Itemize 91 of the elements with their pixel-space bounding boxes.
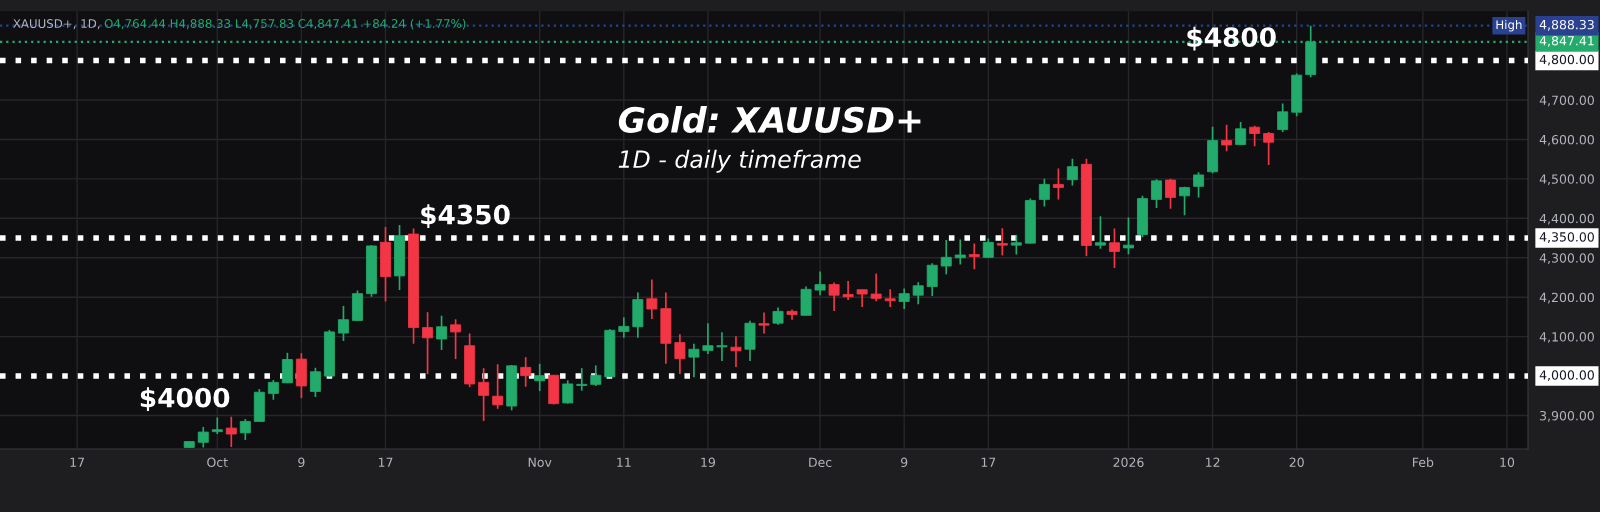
x-tick-label: 2026 xyxy=(1113,457,1144,468)
candlestick xyxy=(716,331,728,362)
candlestick xyxy=(1277,102,1289,133)
candlestick xyxy=(982,237,994,259)
x-tick-label: 19 xyxy=(701,457,715,468)
candlestick xyxy=(478,367,490,422)
candlestick xyxy=(576,367,588,392)
candlestick xyxy=(534,363,546,392)
candlestick xyxy=(225,415,237,448)
y-tick-label: 4,100.00 xyxy=(1539,332,1594,343)
candlestick xyxy=(492,363,504,410)
candlestick xyxy=(1123,216,1134,256)
candlestick xyxy=(1108,227,1120,269)
candlestick xyxy=(884,288,896,308)
x-tick-label: 10 xyxy=(1500,457,1515,468)
candlestick xyxy=(730,335,742,368)
candlestick xyxy=(1179,185,1191,216)
candlestick xyxy=(590,364,602,387)
candlestick xyxy=(1010,234,1022,256)
candlestick xyxy=(1263,131,1275,166)
candlestick xyxy=(1235,121,1247,146)
candlestick xyxy=(828,281,840,312)
x-tick-label: Dec xyxy=(809,457,832,468)
candlestick xyxy=(281,351,293,384)
candlestick xyxy=(267,379,279,401)
x-tick-label: Oct xyxy=(207,457,228,468)
candlestick xyxy=(562,379,574,405)
candlestick xyxy=(520,356,532,388)
candlestick xyxy=(211,416,223,435)
candlestick xyxy=(646,278,658,320)
candlestick xyxy=(1038,178,1050,208)
y-tick-label: 4,200.00 xyxy=(1539,292,1594,304)
y-tick-label: 3,900.00 xyxy=(1540,410,1594,422)
ref-line-label: High xyxy=(1496,20,1522,32)
candlestick xyxy=(1052,167,1064,201)
x-tick-label: 20 xyxy=(1289,457,1304,468)
x-tick-label: 12 xyxy=(1206,457,1220,467)
text: Gold: XAUUSD+ xyxy=(618,106,921,133)
x-tick-label: 17 xyxy=(981,457,996,467)
y-tick-label: 4,600.00 xyxy=(1539,134,1594,146)
y-tick-label: 4,400.00 xyxy=(1539,213,1594,225)
candlestick xyxy=(197,426,209,449)
candlestick xyxy=(996,227,1008,257)
text: 4,000.00 xyxy=(1539,370,1594,381)
text: 1D - daily timeframe xyxy=(618,149,861,173)
text: 4,800.00 xyxy=(1539,54,1594,66)
candlestick xyxy=(1151,178,1162,209)
candlestick xyxy=(688,342,700,379)
text: 4,350.00 xyxy=(1539,232,1594,243)
candlestick xyxy=(842,280,854,301)
ref-line-label: $4800 xyxy=(1187,26,1276,51)
y-tick-label: 4,500.00 xyxy=(1539,174,1594,186)
x-tick-label: 17 xyxy=(378,457,393,467)
candlestick xyxy=(926,262,938,297)
candlestick xyxy=(450,318,462,360)
candlestick xyxy=(1165,178,1176,210)
x-tick-label: Feb xyxy=(1413,457,1434,468)
text: 4,888.33 xyxy=(1539,19,1594,31)
candlestick xyxy=(940,239,952,276)
y-tick-label: 4,300.00 xyxy=(1539,253,1594,264)
candlestick xyxy=(1249,124,1261,147)
candlestick xyxy=(1066,157,1078,187)
candlestick xyxy=(912,281,924,306)
ref-line-label: $4000 xyxy=(140,387,230,412)
candlestick xyxy=(674,333,686,375)
candlestick xyxy=(954,238,966,266)
candlestick xyxy=(702,322,714,355)
x-tick-label: 11 xyxy=(617,457,631,467)
annotation: O4,764.44 H4,888.33 L4,757.83 C4,847.41 +84.24 (+1.77%) xyxy=(104,18,466,30)
candlestick xyxy=(422,311,434,375)
y-tick-label: 4,700.00 xyxy=(1539,95,1594,107)
candlestick xyxy=(618,316,630,339)
candlestick xyxy=(1094,215,1106,250)
x-tick-label: 9 xyxy=(298,457,305,468)
candlestick xyxy=(239,418,251,441)
candlestick xyxy=(758,311,770,335)
ref-line-label: $4350 xyxy=(421,204,510,229)
candlestick xyxy=(309,366,321,398)
candlestick xyxy=(968,242,980,271)
candlestick xyxy=(1221,124,1233,153)
candlestick xyxy=(870,272,882,302)
x-tick-label: Nov xyxy=(528,457,552,468)
candlestick xyxy=(436,314,448,351)
candlestick xyxy=(1193,171,1205,199)
candlestick xyxy=(898,287,910,310)
annotation: XAUUSD+, 1D, xyxy=(13,19,100,30)
candlestick xyxy=(814,270,826,297)
candlestick xyxy=(337,305,349,342)
x-tick-label: 9 xyxy=(900,457,908,468)
x-tick-label: 17 xyxy=(70,457,84,467)
text: 4,847.41 xyxy=(1539,36,1594,47)
